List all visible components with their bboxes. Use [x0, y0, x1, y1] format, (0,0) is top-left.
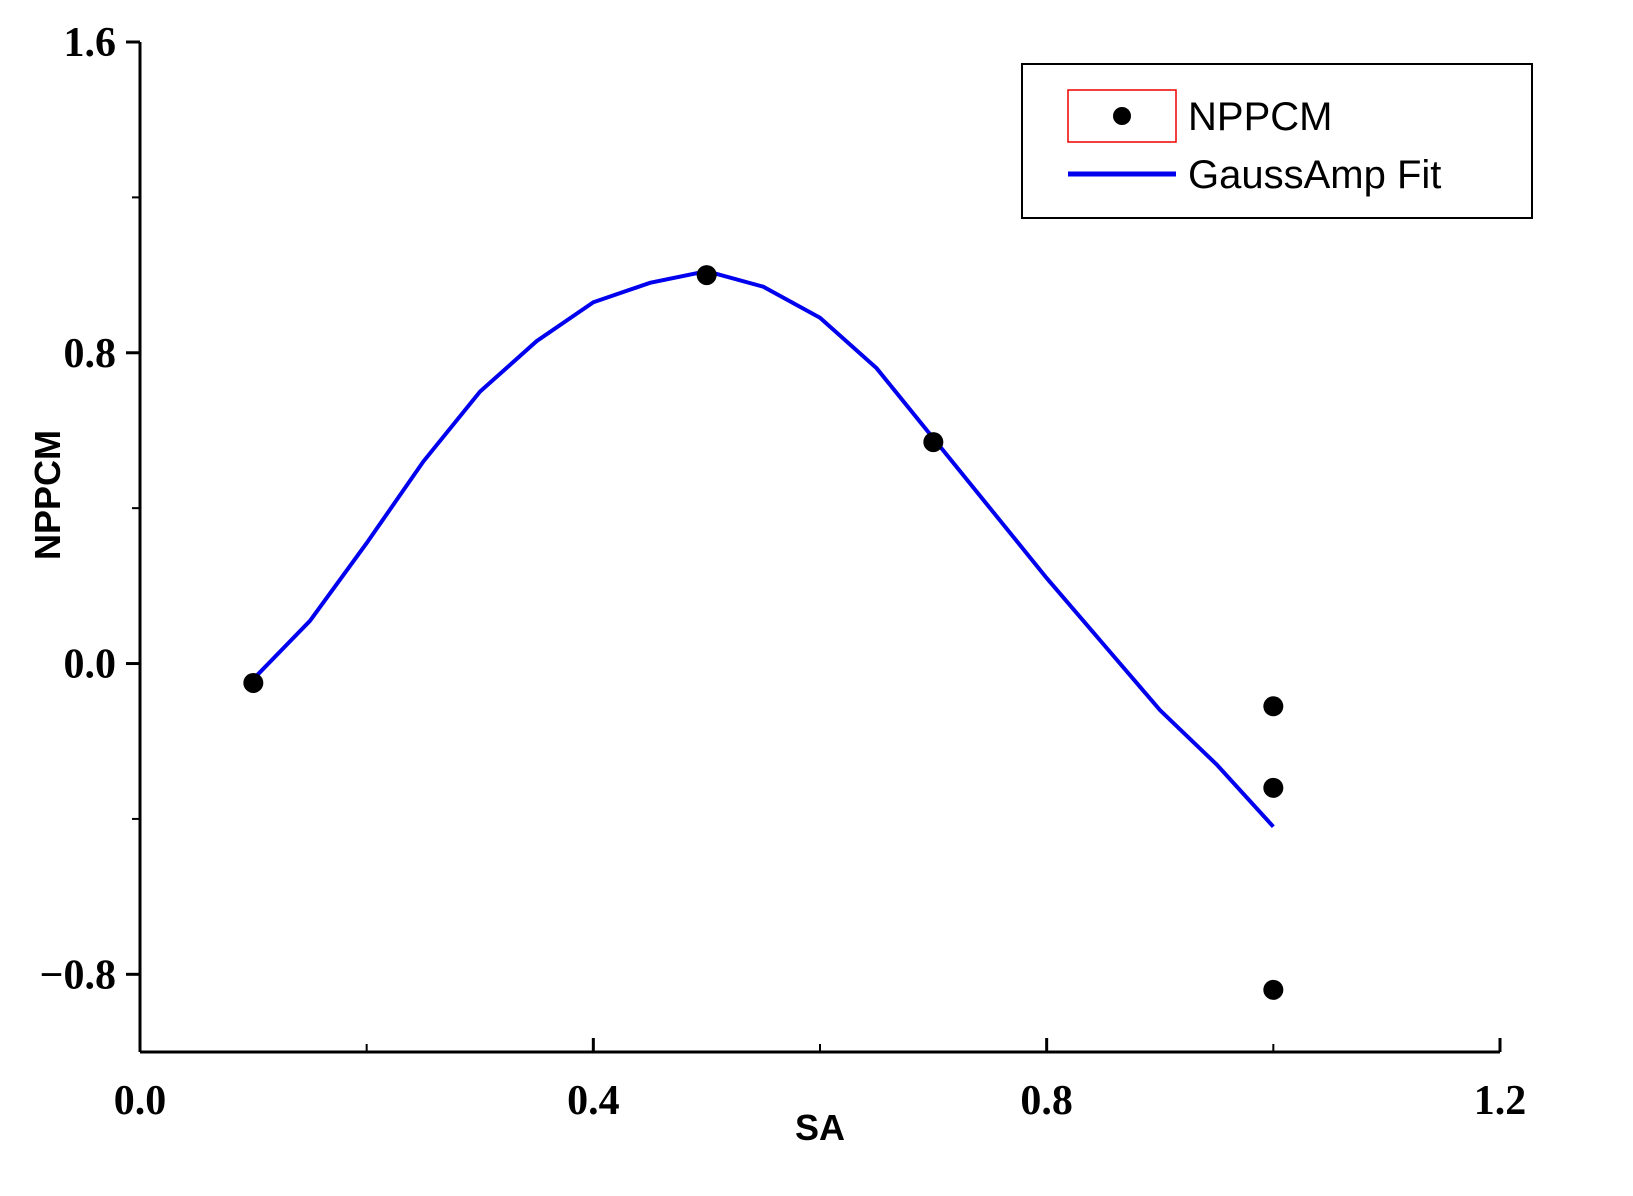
y-tick-label: −0.8: [40, 952, 116, 998]
data-point: [243, 672, 264, 693]
x-tick-label: 0.0: [114, 1078, 167, 1124]
x-axis-label: SA: [795, 1107, 845, 1148]
legend-highlight: [1067, 89, 1177, 143]
legend-label: NPPCM: [1188, 95, 1332, 139]
y-axis-label: NPPCM: [27, 430, 68, 560]
data-point: [1263, 696, 1284, 717]
data-point: [923, 432, 944, 453]
legend-label: GaussAmp Fit: [1188, 153, 1441, 197]
y-tick-label: 1.6: [64, 20, 117, 66]
data-point: [1263, 777, 1284, 798]
data-point: [1263, 979, 1284, 1000]
x-tick-label: 0.8: [1020, 1078, 1073, 1124]
data-point: [696, 265, 717, 286]
legend-marker: [1113, 107, 1131, 125]
y-tick-label: 0.0: [64, 642, 117, 688]
y-tick-label: 0.8: [64, 331, 117, 377]
x-tick-label: 1.2: [1474, 1078, 1527, 1124]
fit-line: [251, 269, 1275, 829]
x-tick-label: 0.4: [567, 1078, 620, 1124]
